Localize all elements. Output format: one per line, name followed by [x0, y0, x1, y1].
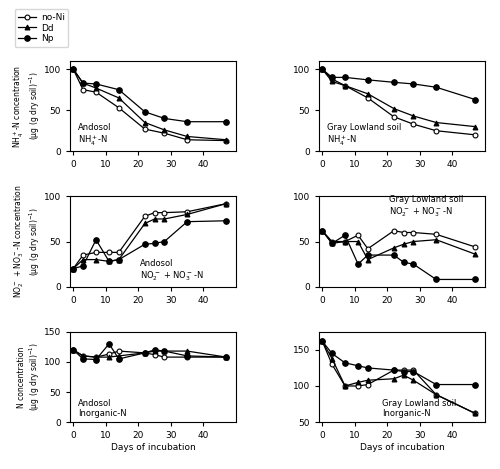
Text: Gray Lowland soil
NH$_4^+$-N: Gray Lowland soil NH$_4^+$-N: [328, 122, 402, 148]
X-axis label: Days of incubation: Days of incubation: [360, 443, 444, 452]
Text: Andosol
Inorganic-N: Andosol Inorganic-N: [78, 399, 127, 418]
X-axis label: Days of incubation: Days of incubation: [110, 443, 196, 452]
Text: Andosol
NH$_4^+$-N: Andosol NH$_4^+$-N: [78, 122, 112, 148]
Y-axis label: NH$_4^+$-N concentration
(μg (g dry soil)$^{-1}$): NH$_4^+$-N concentration (μg (g dry soil…: [12, 65, 42, 148]
Text: Gray Lowland soil
Inorganic-N: Gray Lowland soil Inorganic-N: [382, 399, 456, 418]
Legend: no-Ni, Dd, Np: no-Ni, Dd, Np: [14, 9, 68, 47]
Text: Andosol
NO$_2^-$ + NO$_3^-$-N: Andosol NO$_2^-$ + NO$_3^-$-N: [140, 259, 203, 283]
Y-axis label: N concentration
(μg (g dry soil)$^{-1}$): N concentration (μg (g dry soil)$^{-1}$): [17, 343, 42, 411]
Y-axis label: NO$_2^-$ + NO$_3^-$-N concentration
(μg (g dry soil)$^{-1}$): NO$_2^-$ + NO$_3^-$-N concentration (μg …: [12, 185, 42, 298]
Text: Gray Lowland soil
NO$_2^-$ + NO$_3^-$-N: Gray Lowland soil NO$_2^-$ + NO$_3^-$-N: [388, 195, 463, 219]
